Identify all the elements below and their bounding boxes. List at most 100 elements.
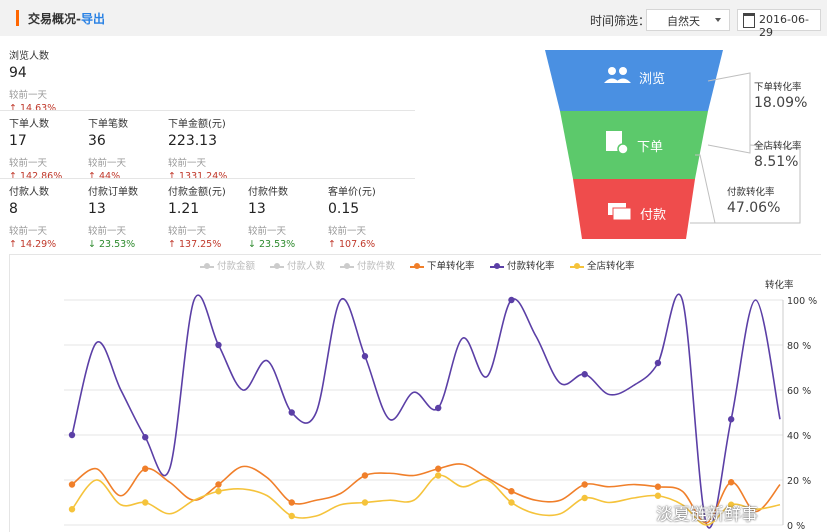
data-point [581, 371, 588, 378]
metric-change: ↑ 14.63% [9, 103, 57, 114]
y-axis-label: 转化率 [765, 279, 794, 291]
trend-chart-frame [9, 254, 821, 532]
metric-label: 浏览人数 [9, 51, 49, 62]
metric-compare-label: 较前一天 [248, 226, 287, 237]
metric-value: 223.13 [168, 133, 217, 149]
chevron-down-icon [715, 18, 721, 22]
rate-label: 全店转化率 [754, 141, 802, 152]
rate-value: 18.09% [754, 95, 808, 111]
data-point [435, 465, 442, 472]
conversion-funnel [545, 50, 801, 239]
legend-item-pay-rate[interactable]: 付款转化率 [490, 258, 555, 272]
divider [0, 178, 415, 179]
legend-label: 付款人数 [287, 261, 326, 272]
data-point [508, 499, 515, 506]
metric-label: 客单价(元) [328, 187, 376, 198]
legend-item-pay-items[interactable]: 付款件数 [340, 258, 395, 272]
legend-item-pay-users[interactable]: 付款人数 [270, 258, 325, 272]
funnel-order-label: 下单 [637, 140, 664, 155]
calendar-icon [743, 13, 755, 28]
metric-label: 付款件数 [248, 187, 288, 198]
metric-change: ↑ 14.29% [9, 239, 57, 250]
legend-item-order-rate[interactable]: 下单转化率 [410, 258, 475, 272]
metric-label: 付款人数 [9, 187, 49, 198]
legend-label: 付款转化率 [507, 261, 555, 272]
data-point [654, 483, 662, 490]
y-tick-label: 60 % [787, 386, 811, 397]
data-point [68, 506, 76, 513]
data-point [361, 499, 369, 506]
legend-marker [410, 262, 424, 269]
data-point [654, 492, 662, 499]
data-point [215, 481, 222, 488]
legend-item-store-rate[interactable]: 全店转化率 [570, 258, 635, 272]
data-point [508, 296, 515, 304]
legend-label: 付款金额 [217, 261, 256, 272]
divider [0, 110, 415, 111]
y-tick-label: 0 % [787, 521, 805, 531]
data-point [435, 404, 442, 412]
legend-marker [340, 262, 354, 269]
metric-change: ↑ 107.6% [328, 239, 376, 250]
metric-compare-label: 较前一天 [168, 226, 207, 237]
data-point [215, 341, 222, 349]
metric-value: 36 [88, 133, 106, 149]
users-icon [604, 67, 631, 83]
metric-compare-label: 较前一天 [9, 226, 48, 237]
legend-label: 付款件数 [357, 261, 396, 272]
data-point [581, 494, 588, 502]
metric-label: 下单人数 [9, 119, 49, 130]
data-point [142, 434, 149, 441]
metric-label: 下单笔数 [88, 119, 128, 130]
metric-pay-amount: 付款金额(元) 1.21 较前一天 ↑ 137.25% [168, 183, 226, 250]
date-value: 2016-06-29 [759, 13, 809, 39]
legend-label: 下单转化率 [427, 261, 475, 272]
export-link[interactable]: 导出 [80, 12, 105, 26]
data-point [288, 409, 295, 416]
metric-value: 1.21 [168, 201, 200, 217]
time-filter-select[interactable]: 自然天 [646, 9, 730, 31]
legend-marker [200, 262, 214, 269]
section-title-text: 交易概况- [28, 12, 81, 26]
metric-unit-price: 客单价(元) 0.15 较前一天 ↑ 107.6% [328, 183, 376, 250]
metric-compare-label: 较前一天 [9, 158, 48, 169]
pay-conversion-rate: 付款转化率 47.06% [727, 184, 780, 216]
metric-value: 17 [9, 133, 27, 149]
connector-line [690, 154, 716, 224]
metric-change: ↓ 23.53% [88, 239, 136, 250]
metric-label: 下单金额(元) [168, 119, 226, 130]
rate-value: 47.06% [727, 200, 781, 216]
cards-icon [608, 203, 632, 221]
metric-order-count: 下单笔数 36 较前一天 ↑ 44% [88, 115, 128, 182]
metric-change: ↑ 142.86% [9, 171, 63, 182]
watermark: 淡夏链新鲜事 [656, 505, 758, 525]
legend-item-pay-amount[interactable]: 付款金额 [200, 258, 255, 272]
order-conversion-rate: 下单转化率 18.09% [754, 79, 807, 111]
metric-value: 13 [88, 201, 106, 217]
funnel-order-segment [560, 111, 708, 179]
metric-pay-users: 付款人数 8 较前一天 ↑ 14.29% [9, 183, 56, 250]
data-point [727, 479, 735, 486]
data-point [288, 512, 295, 520]
data-point [361, 472, 369, 479]
date-picker[interactable]: 2016-06-29 [737, 9, 821, 39]
data-point [654, 359, 662, 367]
metric-label: 付款金额(元) [168, 187, 226, 198]
metric-value: 13 [248, 201, 266, 217]
rate-value: 8.51% [754, 154, 799, 170]
metric-value: 94 [9, 65, 27, 81]
header-accent-bar [16, 10, 19, 26]
legend-marker [570, 262, 584, 269]
time-filter-label: 时间筛选： [590, 14, 651, 28]
page-header: 交易概况-导出 时间筛选： 自然天 2016-06-29 [0, 0, 827, 39]
data-point [215, 488, 222, 495]
metric-compare-label: 较前一天 [9, 90, 48, 101]
data-point [68, 431, 76, 439]
metric-compare-label: 较前一天 [88, 226, 127, 237]
metric-pay-orders: 付款订单数 13 较前一天 ↓ 23.53% [88, 183, 138, 250]
rate-label: 付款转化率 [727, 187, 775, 198]
data-point [288, 499, 295, 506]
time-filter-value: 自然天 [667, 15, 700, 28]
data-point [508, 488, 515, 495]
metric-order-amount: 下单金额(元) 223.13 较前一天 ↑ 1331.24% [168, 115, 227, 182]
